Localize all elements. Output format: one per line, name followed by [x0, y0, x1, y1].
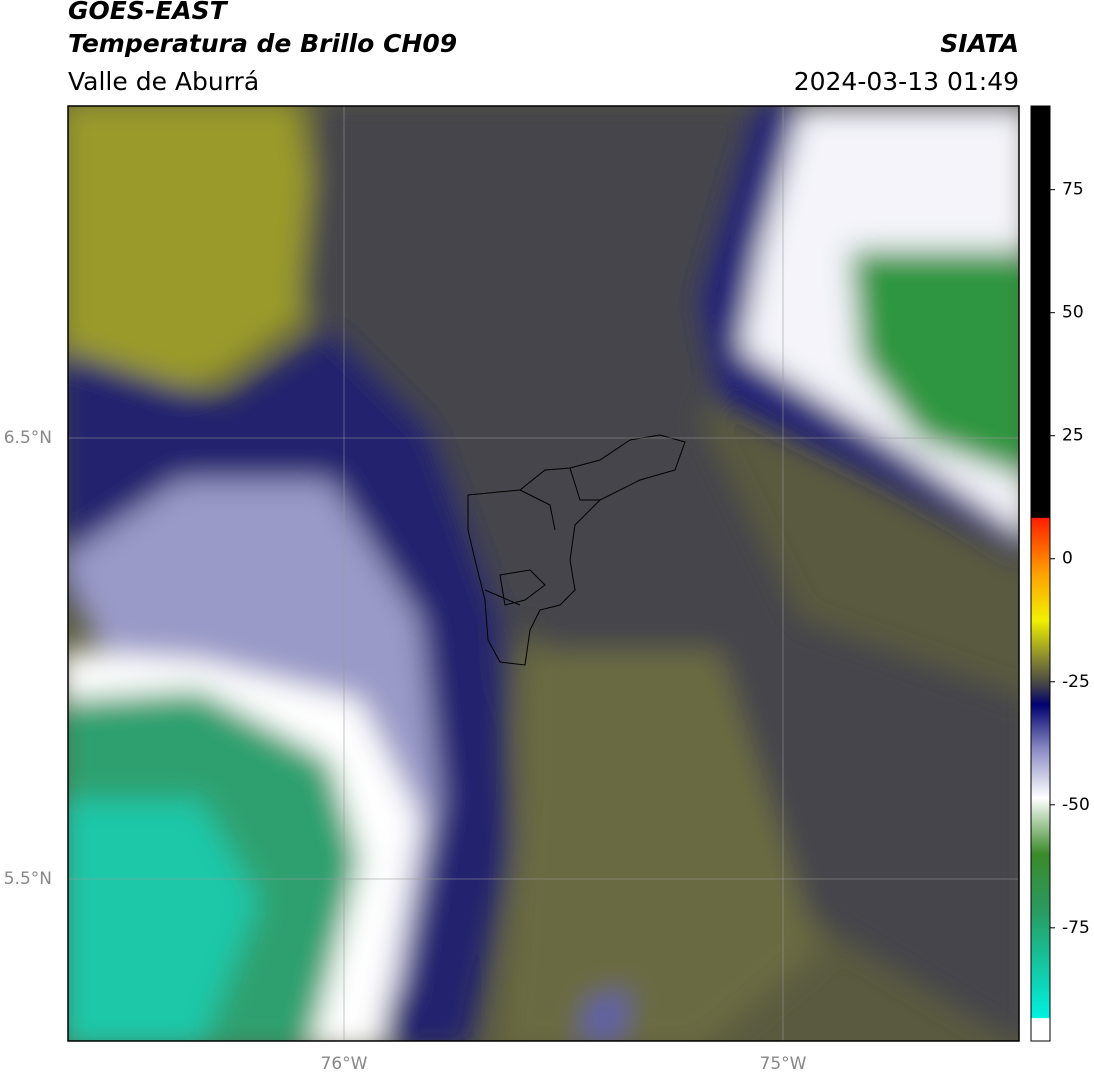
- map-frame: [67, 105, 1020, 1042]
- satellite-image: [68, 106, 1019, 1041]
- colorbar-tick-label: 0: [1062, 549, 1073, 569]
- graticule: [68, 106, 1019, 1041]
- title: GOES-EAST: [68, 0, 229, 25]
- colorbar-tick-label: -25: [1062, 672, 1090, 692]
- municipal-borders: [467, 434, 686, 666]
- colorbar-tick-label: 50: [1062, 303, 1084, 323]
- lat-label: 5.5°N: [4, 869, 52, 889]
- region: Valle de Aburrá: [68, 67, 259, 96]
- brand: SIATA: [940, 29, 1019, 58]
- colorbar-tick-label: 25: [1062, 426, 1084, 446]
- lon-label: 75°W: [760, 1054, 807, 1074]
- timestamp: 2024-03-13 01:49: [794, 67, 1019, 96]
- colorbar: [1030, 105, 1051, 1042]
- lat-label: 6.5°N: [4, 428, 52, 448]
- colorbar-tick-label: -75: [1062, 918, 1090, 938]
- subtitle: Temperatura de Brillo CH09: [68, 29, 457, 58]
- lon-label: 76°W: [321, 1054, 368, 1074]
- colorbar-tick-label: 75: [1062, 180, 1084, 200]
- colorbar-tick-label: -50: [1062, 795, 1090, 815]
